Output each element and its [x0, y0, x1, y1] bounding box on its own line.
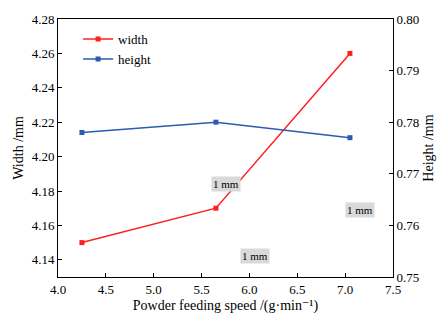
svg-text:width: width: [118, 32, 148, 47]
svg-text:0.77: 0.77: [397, 166, 420, 181]
svg-text:0.78: 0.78: [397, 115, 420, 130]
svg-text:4.0: 4.0: [50, 282, 66, 297]
svg-text:4.16: 4.16: [32, 218, 55, 233]
svg-text:4.24: 4.24: [32, 80, 55, 95]
svg-text:4.5: 4.5: [98, 282, 114, 297]
svg-text:4.18: 4.18: [32, 184, 55, 199]
svg-text:6.5: 6.5: [289, 282, 305, 297]
svg-text:1 mm: 1 mm: [213, 178, 239, 190]
svg-text:Powder feeding speed /(g·min⁻¹: Powder feeding speed /(g·min⁻¹): [133, 298, 319, 314]
svg-text:1 mm: 1 mm: [347, 204, 373, 216]
svg-text:4.26: 4.26: [32, 46, 55, 61]
svg-text:1 mm: 1 mm: [242, 250, 268, 262]
svg-text:height: height: [118, 52, 151, 67]
svg-text:5.5: 5.5: [193, 282, 209, 297]
svg-text:7.0: 7.0: [337, 282, 353, 297]
svg-text:4.28: 4.28: [32, 12, 55, 27]
svg-text:6.0: 6.0: [241, 282, 257, 297]
svg-text:0.79: 0.79: [397, 63, 420, 78]
svg-text:4.22: 4.22: [32, 115, 55, 130]
svg-text:7.5: 7.5: [385, 282, 401, 297]
svg-text:5.0: 5.0: [146, 282, 162, 297]
svg-text:0.75: 0.75: [397, 270, 420, 285]
svg-text:4.14: 4.14: [32, 252, 55, 267]
svg-text:4.20: 4.20: [32, 149, 55, 164]
svg-text:Width /mm: Width /mm: [11, 116, 26, 180]
svg-text:Height /mm: Height /mm: [421, 114, 436, 181]
svg-text:0.80: 0.80: [397, 12, 420, 27]
svg-text:0.76: 0.76: [397, 218, 420, 233]
